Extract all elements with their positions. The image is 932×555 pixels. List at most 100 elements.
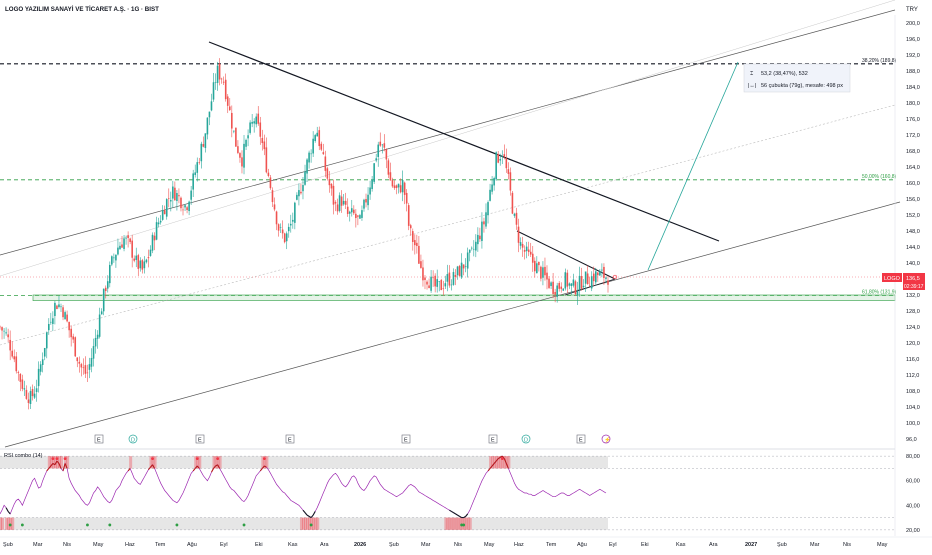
rsi-extreme-segment: [196, 465, 200, 469]
candle-body: [100, 311, 103, 315]
candle-body: [74, 337, 77, 357]
rsi-extreme-segment: [463, 515, 466, 519]
price-tick: 96,0: [906, 437, 917, 443]
candle-body: [497, 154, 499, 163]
candle-body: [111, 256, 113, 265]
overbought-highlight: [151, 456, 155, 469]
candle-body: [426, 281, 428, 285]
earnings-event-icon[interactable]: E: [195, 434, 205, 444]
earnings-event-icon[interactable]: E: [285, 434, 295, 444]
candle-body: [387, 160, 390, 175]
candle-body: [511, 192, 514, 214]
candle-body: [572, 279, 575, 286]
candle-body: [546, 272, 548, 280]
candle-body: [104, 287, 107, 292]
candle-body: [245, 139, 247, 147]
time-tick: Şub: [389, 542, 399, 548]
candle-body: [90, 357, 93, 367]
candle-body: [454, 274, 457, 277]
candle-body: [157, 222, 160, 225]
candle-body: [489, 189, 491, 201]
earnings-event-icon[interactable]: E: [94, 434, 104, 444]
candle-body: [519, 242, 522, 246]
candle-body: [281, 229, 284, 234]
dividend-event-icon[interactable]: D: [521, 434, 531, 444]
candle-body: [255, 116, 258, 125]
oversold-highlight: [458, 517, 462, 530]
price-tick: 152,0: [906, 213, 920, 219]
candle-body: [444, 283, 447, 287]
candle-body: [3, 330, 5, 332]
price-tick: 164,0: [906, 165, 920, 171]
candle-body: [192, 173, 194, 190]
oversold-highlight: [456, 517, 460, 530]
price-tick: 132,0: [906, 293, 920, 299]
candle-body: [102, 288, 105, 312]
event-box: [195, 434, 205, 444]
price-tick: 100,0: [906, 421, 920, 427]
overbought-highlight: [53, 456, 57, 469]
candle-body: [202, 144, 205, 147]
earnings-event-icon[interactable]: E: [488, 434, 498, 444]
earnings-event-icon[interactable]: E: [401, 434, 411, 444]
price-tick: 148,0: [906, 229, 920, 235]
candle-body: [113, 257, 115, 259]
overbought-highlight: [497, 456, 501, 469]
candle-body: [224, 79, 227, 100]
price-tick: 180,0: [906, 101, 920, 107]
split-event-icon[interactable]: ⚡: [601, 434, 611, 444]
oversold-highlight: [304, 517, 308, 530]
triangle-upper-line: [516, 230, 616, 280]
overbought-band: [0, 456, 608, 469]
time-axis[interactable]: Şub Mar Nis May Haz Tem Ağu Eyl Eki Kas Ara 2026 Şub…: [0, 536, 932, 548]
overbought-dot: [51, 457, 55, 460]
rsi-extreme-segment: [62, 463, 66, 472]
candle-body: [123, 238, 125, 249]
event-label: D: [524, 438, 528, 444]
overbought-dot: [195, 457, 199, 460]
candle-body: [283, 233, 286, 243]
rsi-extreme-segment: [211, 468, 215, 473]
candle-body: [393, 185, 396, 189]
candle-body: [52, 318, 54, 324]
candle-body: [562, 288, 565, 291]
candle-body: [143, 261, 146, 269]
dividend-event-icon[interactable]: D: [128, 434, 138, 444]
candle-body: [261, 137, 264, 144]
candle-body: [424, 277, 426, 280]
candle-body: [96, 334, 99, 339]
rsi-extreme-segment: [48, 465, 52, 469]
channel-upper-faint-line: [0, 0, 896, 277]
candle-body: [9, 339, 11, 351]
measure-distance: 56 çubukta (79g), mesafe: 498 px: [761, 83, 843, 89]
candle-body: [48, 323, 50, 331]
candle-body: [279, 227, 282, 229]
oversold-highlight: [464, 517, 468, 530]
earnings-event-icon[interactable]: E: [576, 434, 586, 444]
candle-body: [86, 372, 89, 374]
candle-body: [365, 199, 367, 203]
candle-body: [228, 106, 231, 111]
rsi-panel[interactable]: 80,00 60,00 40,00 20,00: [0, 448, 920, 534]
price-tick: 188,0: [906, 69, 920, 75]
rsi-extreme-segment: [451, 510, 454, 514]
oversold-highlight: [450, 517, 454, 530]
last-price-marker: LOGO 136,5 02:39:17: [882, 273, 925, 290]
candle-body: [109, 264, 111, 284]
candle-body: [7, 334, 9, 338]
time-tick: Kas: [288, 542, 298, 548]
event-markers[interactable]: E D E E E E D E ⚡: [94, 434, 611, 444]
oversold-dot: [86, 523, 89, 527]
event-box: [285, 434, 295, 444]
chart-title: LOGO YAZILIM SANAYİ VE TİCARET A.Ş. · 1G…: [5, 6, 159, 13]
time-tick: May: [877, 542, 888, 548]
overbought-highlight: [149, 456, 153, 469]
candle-body: [271, 190, 274, 203]
rsi-extreme-segment: [46, 468, 50, 472]
fib-label: 50,00% (160,8): [862, 174, 897, 180]
oversold-dot: [108, 523, 112, 527]
candle-body: [117, 247, 119, 255]
rsi-extreme-segment: [259, 468, 263, 472]
candles[interactable]: [0, 58, 609, 410]
